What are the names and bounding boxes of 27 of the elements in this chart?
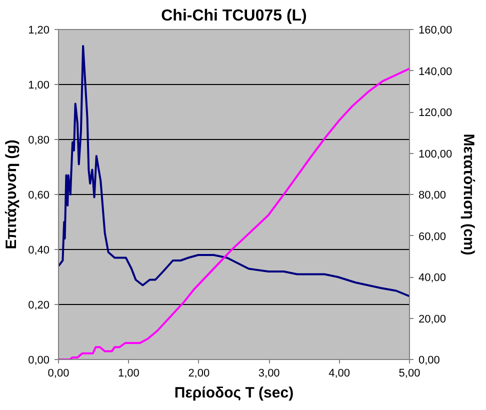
- y-tick-label: 1,20: [28, 24, 50, 36]
- y-tick-label: 0,40: [28, 244, 50, 256]
- line-series: [58, 45, 410, 298]
- x-tick-label: 2,00: [188, 368, 210, 380]
- x-tick-label: 1,00: [118, 368, 140, 380]
- y2-tick-label: 160,00: [418, 24, 452, 36]
- y2-tick-label: 120,00: [418, 107, 452, 119]
- x-tick-label: 5,00: [398, 368, 420, 380]
- chart-title: Chi-Chi TCU075 (L): [161, 8, 307, 24]
- y2-tick-label: 80,00: [418, 190, 446, 202]
- y-tick-label: 0,60: [28, 190, 50, 202]
- y-tick-label: 0,20: [28, 300, 50, 312]
- x-axis-title: Περίοδος T (sec): [174, 384, 294, 402]
- y-tick-label: 0,80: [28, 134, 50, 146]
- y-tick-label: 0,00: [28, 354, 50, 366]
- y2-tick-label: 40,00: [418, 272, 446, 284]
- y2-axis-title: Μετατόπιση (cm): [460, 134, 478, 256]
- y2-tick-label: 20,00: [418, 313, 446, 326]
- y2-tick-label: 140,00: [418, 66, 452, 78]
- y2-tick-label: 100,00: [418, 148, 452, 160]
- y2-tick-label: 60,00: [418, 230, 446, 243]
- x-tick-label: 3,00: [258, 368, 280, 380]
- x-tick-label: 0,00: [48, 368, 70, 380]
- y-tick-label: 1,00: [28, 80, 50, 92]
- y2-tick-label: 0,00: [418, 354, 440, 366]
- y-axis-title: Επιτάχυνση (g): [3, 140, 20, 250]
- x-tick-label: 4,00: [328, 368, 350, 380]
